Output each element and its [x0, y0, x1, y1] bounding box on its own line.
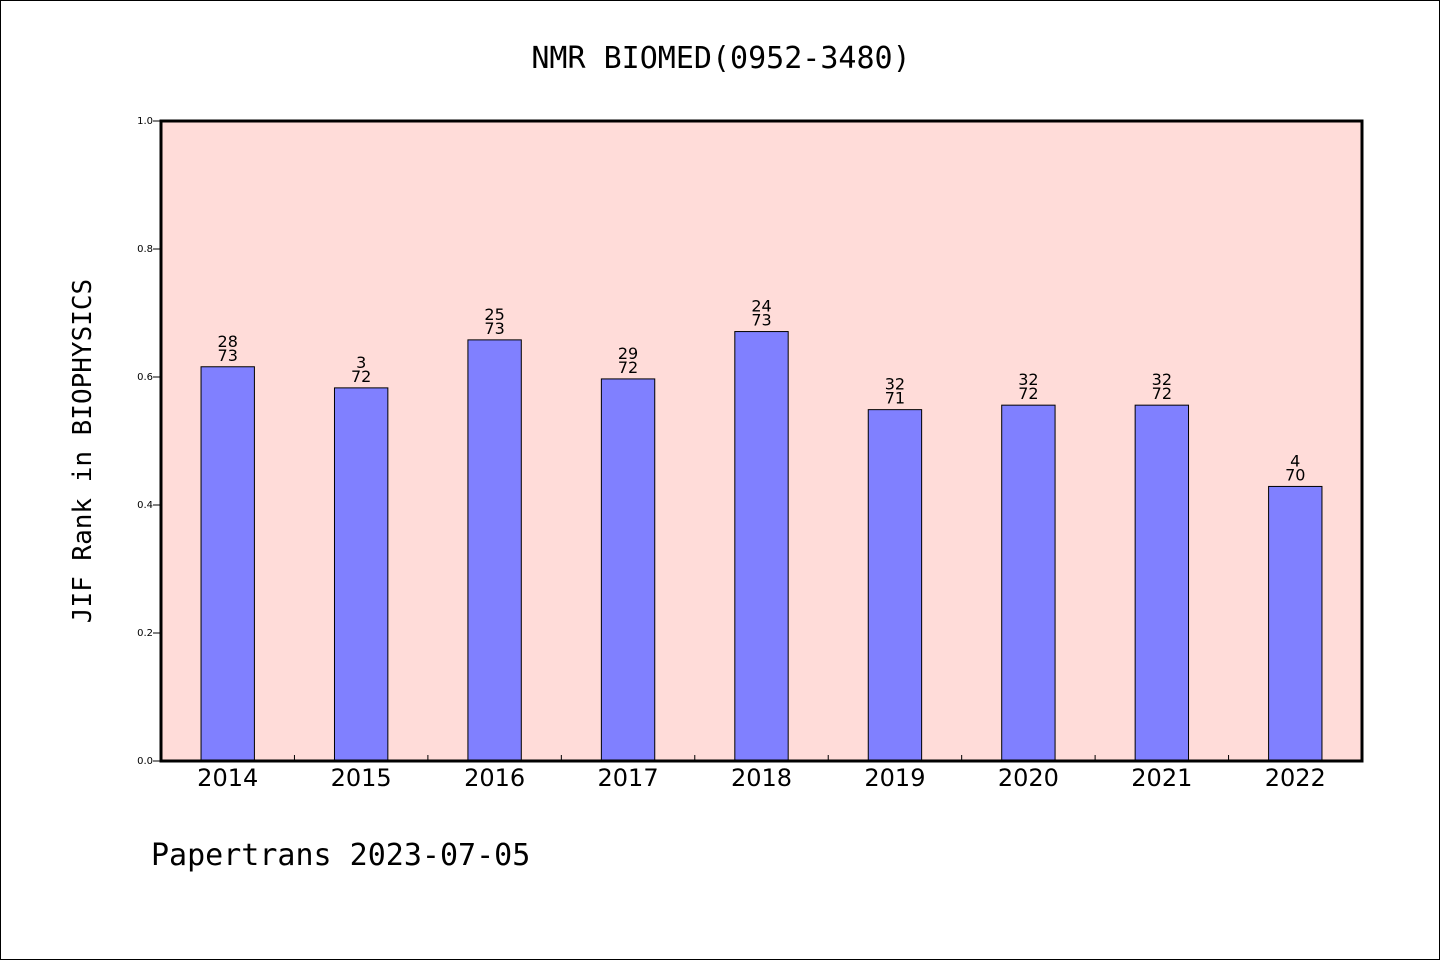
y-tick-label: 0.0 — [137, 756, 153, 767]
bar — [1268, 485, 1323, 762]
y-axis-label: JIF Rank in BIOPHYSICS — [68, 279, 98, 623]
data-label-rank: 32 — [1018, 370, 1038, 389]
footer-text: Papertrans 2023-07-05 — [151, 838, 530, 873]
y-tick-label: 1.0 — [137, 116, 153, 127]
y-tick-label: 0.8 — [137, 244, 153, 255]
bar — [1001, 404, 1056, 762]
data-label-rank: 3 — [356, 353, 366, 372]
data-label-total: 73 — [751, 311, 771, 330]
bar — [200, 366, 255, 762]
x-tick-label: 2016 — [464, 764, 525, 792]
x-tick-label: 2020 — [998, 764, 1059, 792]
bar — [867, 409, 923, 762]
data-label-rank: 25 — [484, 305, 504, 324]
data-label-rank: 29 — [618, 344, 638, 363]
bar — [734, 331, 789, 762]
data-label-total: 70 — [1285, 465, 1305, 484]
data-label-total: 72 — [1152, 384, 1172, 403]
y-tick-label: 0.2 — [137, 628, 153, 639]
data-label-rank: 32 — [1152, 370, 1172, 389]
x-tick-label: 2014 — [197, 764, 258, 792]
data-label-total: 72 — [351, 367, 371, 386]
plot-border — [159, 119, 1364, 763]
data-label-total: 72 — [618, 358, 638, 377]
x-tick-label: 2015 — [331, 764, 392, 792]
x-tick-label: 2021 — [1131, 764, 1192, 792]
bar — [600, 378, 656, 762]
data-label-rank: 24 — [751, 297, 771, 316]
data-label-total: 71 — [885, 389, 905, 408]
chart-title: NMR BIOMED(0952-3480) — [531, 41, 910, 76]
bar — [333, 387, 389, 762]
data-label-total: 73 — [484, 319, 504, 338]
x-tick-label: 2019 — [864, 764, 925, 792]
bar — [467, 339, 522, 762]
y-tick-label: 0.6 — [137, 372, 153, 383]
x-tick-label: 2018 — [731, 764, 792, 792]
data-label-rank: 4 — [1290, 451, 1300, 470]
y-tick-label: 0.4 — [137, 500, 153, 511]
bar — [1134, 404, 1190, 762]
x-tick-label: 2022 — [1265, 764, 1326, 792]
data-label-total: 73 — [218, 346, 238, 365]
x-tick-label: 2017 — [598, 764, 659, 792]
data-label-total: 72 — [1018, 384, 1038, 403]
data-label-rank: 32 — [885, 375, 905, 394]
data-label-rank: 28 — [218, 332, 238, 351]
chart-marks: 0.00.20.40.60.81.02014287320153722016257… — [137, 116, 1326, 792]
